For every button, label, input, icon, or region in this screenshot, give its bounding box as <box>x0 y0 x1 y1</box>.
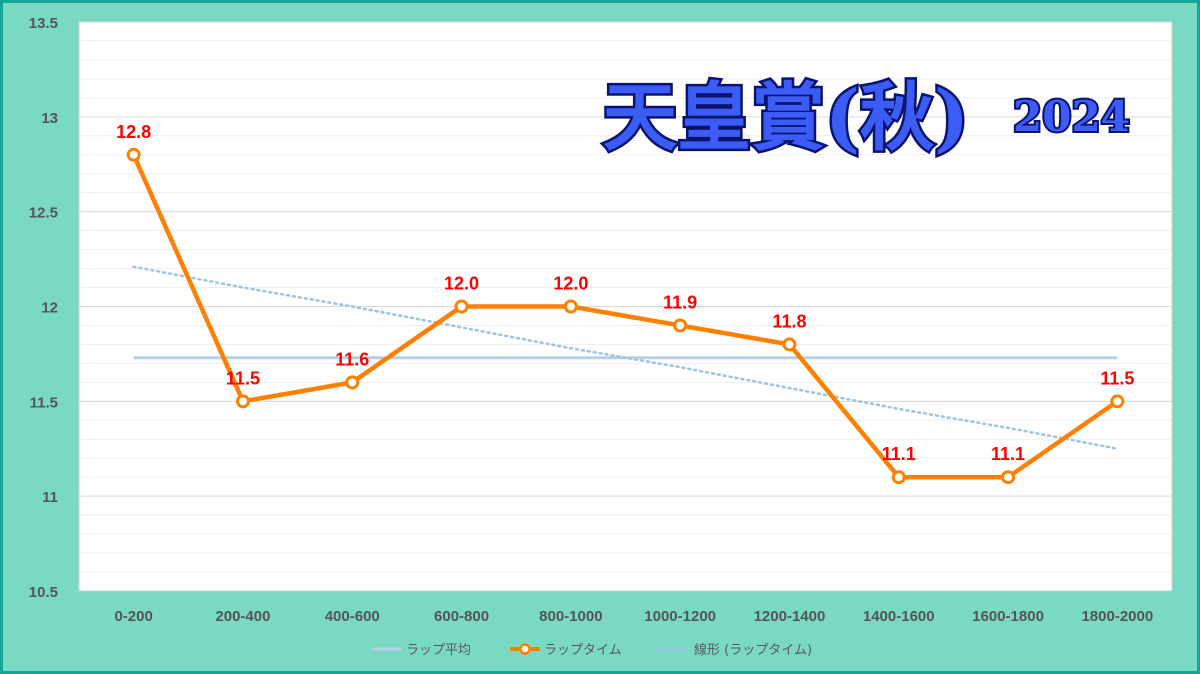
legend-label: ラップ平均 <box>406 643 471 658</box>
legend: ラップ平均 ラップタイム 線形 (ラップタイム) <box>372 642 812 658</box>
x-axis-ticks: 0-200 200-400 400-600 600-800 800-1000 1000-1… <box>114 608 1153 625</box>
y-tick-label: 12 <box>41 300 58 317</box>
legend-item: 線形 (ラップタイム) <box>658 642 812 658</box>
data-label: 11.1 <box>882 444 916 464</box>
data-label: 11.9 <box>663 292 697 312</box>
x-tick-label: 1400-1600 <box>863 608 935 625</box>
y-tick-label: 11.5 <box>30 394 58 411</box>
lap-time-point <box>1110 394 1125 409</box>
x-tick-label: 1000-1200 <box>644 608 716 625</box>
data-label: 11.5 <box>1100 368 1134 388</box>
y-tick-label: 13 <box>41 110 58 127</box>
y-tick-label: 12.5 <box>29 205 58 222</box>
data-label: 12.0 <box>553 274 588 294</box>
lap-time-point <box>345 375 360 390</box>
lap-time-point <box>563 299 578 314</box>
data-label: 11.5 <box>226 368 260 388</box>
series-lap-time-line <box>131 153 1119 480</box>
x-tick-label: 200-400 <box>215 608 270 625</box>
x-tick-label: 1200-1400 <box>754 608 826 625</box>
data-label: 11.8 <box>772 311 806 331</box>
x-tick-label: 800-1000 <box>539 608 602 625</box>
lap-time-point <box>235 394 250 409</box>
lap-time-point <box>454 299 469 314</box>
legend-label: 線形 (ラップタイム) <box>694 642 812 658</box>
x-tick-label: 400-600 <box>325 608 380 625</box>
data-label: 12.8 <box>116 122 151 142</box>
lap-time-point <box>1001 470 1016 485</box>
legend-marker <box>519 643 531 655</box>
title-text: 天皇賞(秋) <box>603 75 969 161</box>
x-tick-label: 1800-2000 <box>1081 608 1153 625</box>
data-label: 12.0 <box>444 274 479 294</box>
series-trend-line <box>132 265 1119 450</box>
data-label: 11.6 <box>335 349 369 369</box>
year-text: 2024 <box>1013 92 1130 141</box>
lap-time-point <box>673 318 688 333</box>
legend-item: ラップタイム <box>510 643 622 658</box>
lap-time-point <box>126 147 141 162</box>
data-labels: 12.8 11.5 11.6 12.0 12.0 11.9 11.8 11.1 11.1 11.5 <box>116 122 1134 464</box>
y-tick-label: 10.5 <box>29 584 58 601</box>
x-tick-label: 1600-1800 <box>972 608 1044 625</box>
y-tick-label: 13.5 <box>29 15 58 32</box>
x-tick-label: 600-800 <box>434 608 489 625</box>
lap-time-point <box>891 470 906 485</box>
chart-title: 天皇賞(秋) 2024 <box>601 73 1132 164</box>
lap-time-point <box>782 337 797 352</box>
data-label: 11.1 <box>991 444 1025 464</box>
y-tick-label: 11 <box>42 489 58 506</box>
x-tick-label: 0-200 <box>114 608 152 625</box>
legend-item: ラップ平均 <box>372 643 471 658</box>
y-axis-ticks: 13.5 13 12.5 12 11.5 11 10.5 <box>29 15 58 601</box>
gridlines <box>79 21 1172 573</box>
legend-label: ラップタイム <box>544 643 622 658</box>
series-layer <box>126 147 1125 485</box>
